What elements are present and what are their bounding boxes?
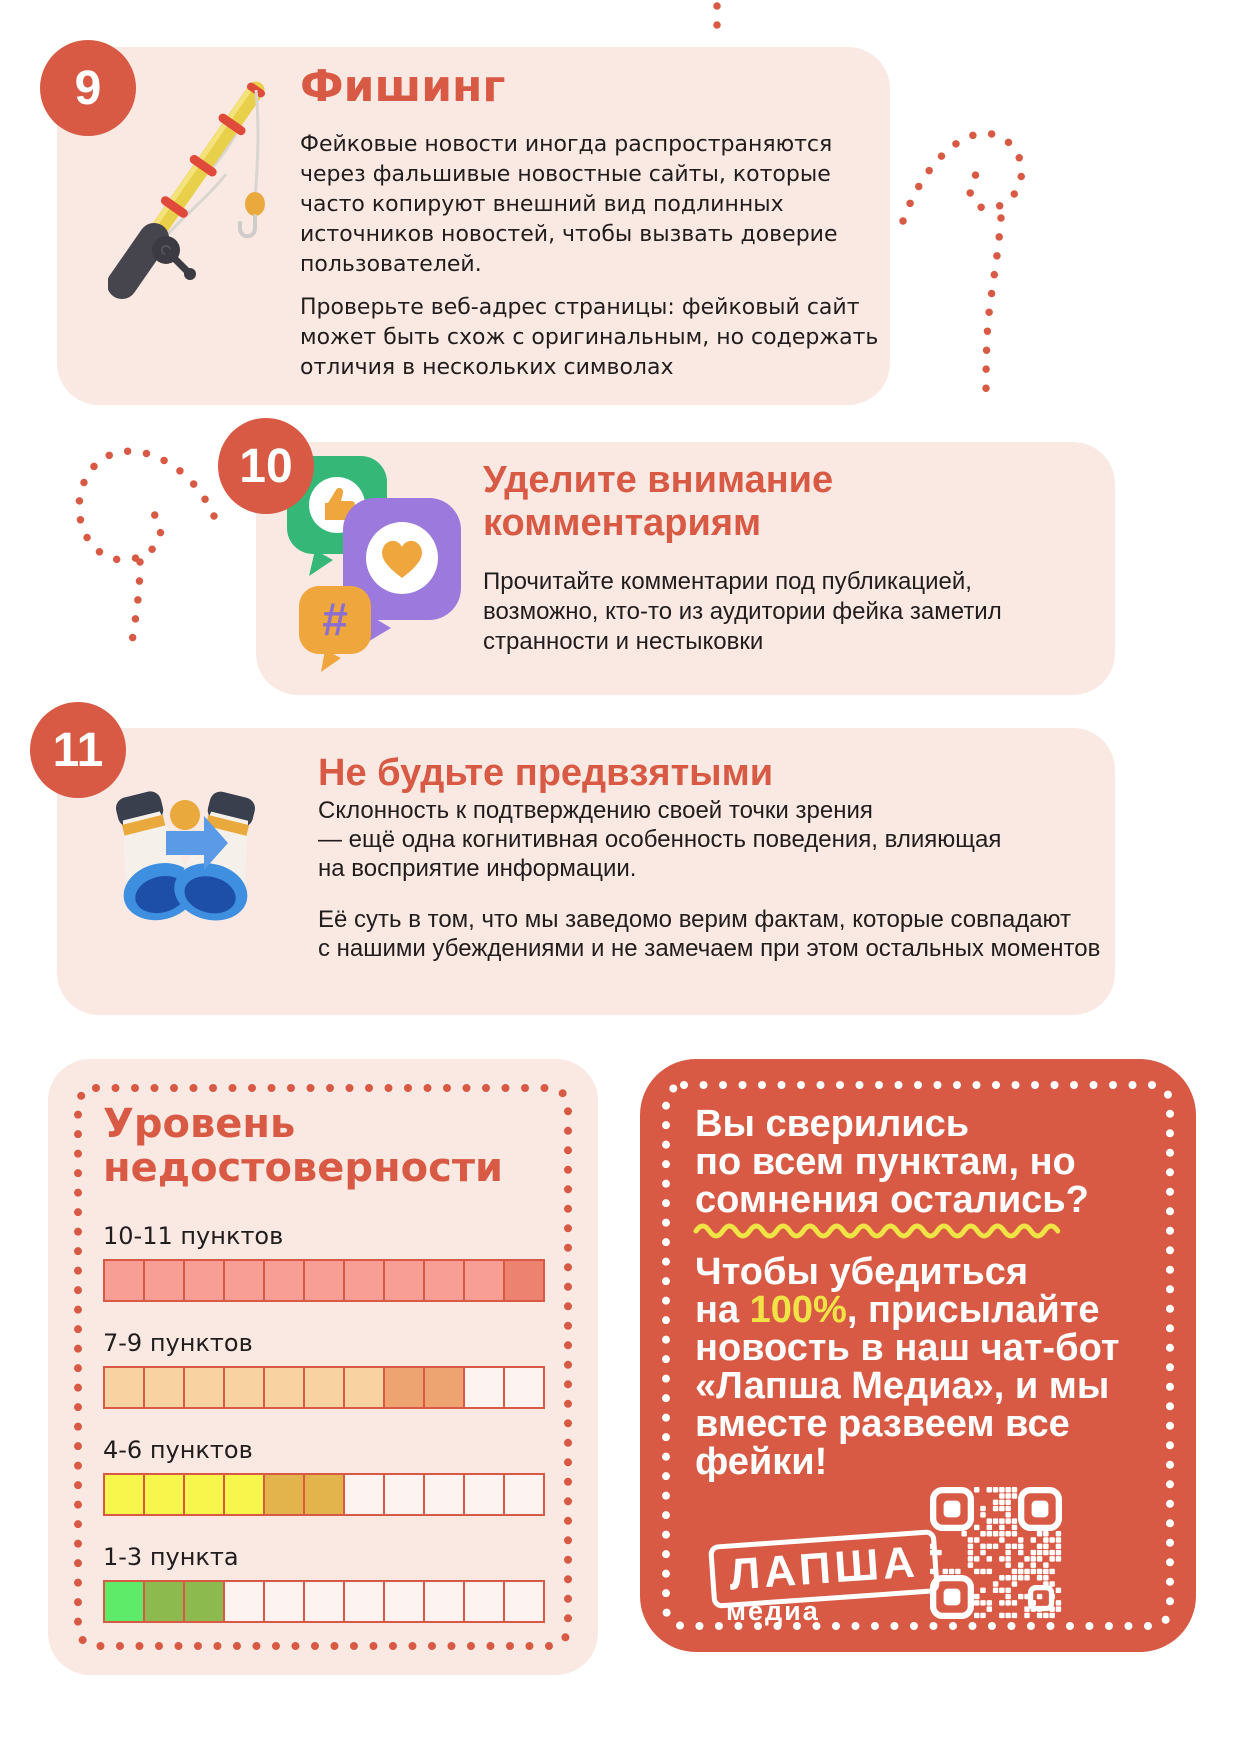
level-row-label: 10-11 пунктов	[103, 1222, 284, 1250]
cta-highlight-100: 100%	[749, 1289, 847, 1331]
level-cell	[343, 1259, 385, 1302]
section-10-title: Уделите внимание комментариям	[483, 459, 834, 544]
section-10-badge: 10	[218, 418, 314, 514]
level-cell	[143, 1366, 185, 1409]
level-bar	[103, 1473, 545, 1516]
level-bar	[103, 1580, 545, 1623]
level-cell	[263, 1259, 305, 1302]
level-cell	[263, 1580, 305, 1623]
level-cell	[143, 1259, 185, 1302]
section-11-number: 11	[52, 723, 104, 777]
level-cell	[223, 1580, 265, 1623]
level-cell	[143, 1580, 185, 1623]
level-cell	[103, 1580, 145, 1623]
level-cell	[183, 1366, 225, 1409]
section-9-paragraph-1: Фейковые новости иногда распространяются…	[300, 132, 838, 277]
level-rows: 10-11 пунктов 7-9 пунктов 4-6 пунктов 1-3 п…	[103, 1222, 545, 1650]
cta-body-line-1: Чтобы убедиться	[695, 1251, 1029, 1293]
unreliability-level-panel: Уровень недостоверности 10-11 пунктов 7-9 …	[48, 1059, 598, 1675]
section-10-number: 10	[239, 439, 293, 493]
level-cell	[423, 1580, 465, 1623]
section-11-paragraph-2: Её суть в том, что мы заведомо верим фак…	[318, 906, 1101, 962]
cta-body-rest: новость в наш чат-бот «Лапша Медиа», и мы…	[695, 1327, 1120, 1483]
level-cell	[223, 1366, 265, 1409]
cta-body-line-2: на 100%, присылайте	[695, 1289, 1100, 1331]
level-cell	[303, 1473, 345, 1516]
level-cell	[183, 1259, 225, 1302]
section-9-card	[57, 47, 890, 405]
level-row: 1-3 пункта	[103, 1543, 545, 1623]
level-cell	[503, 1259, 545, 1302]
section-11-title: Не будьте предвзятыми	[318, 752, 774, 794]
cta-panel: Вы сверились по всем пунктам, но сомнения …	[640, 1059, 1196, 1652]
level-bar	[103, 1259, 545, 1302]
level-cell	[263, 1473, 305, 1516]
logo-subtitle: медиа	[726, 1596, 820, 1626]
level-cell	[183, 1580, 225, 1623]
level-row-label: 4-6 пунктов	[103, 1436, 253, 1464]
wavy-underline	[693, 1223, 1061, 1239]
section-9-number: 9	[74, 61, 102, 115]
level-cell	[423, 1473, 465, 1516]
level-cell	[303, 1366, 345, 1409]
level-cell	[103, 1259, 145, 1302]
fishing-rod-icon	[108, 81, 265, 299]
section-9-paragraph-2: Проверьте веб-адрес страницы: фейковый с…	[300, 295, 879, 380]
level-cell	[503, 1473, 545, 1516]
level-cell	[343, 1473, 385, 1516]
level-cell	[383, 1259, 425, 1302]
qr-code-icon	[930, 1487, 1062, 1619]
level-row-label: 7-9 пунктов	[103, 1329, 253, 1357]
section-9-title: Фишинг	[300, 61, 506, 112]
level-row-label: 1-3 пункта	[103, 1543, 239, 1571]
svg-text:#: #	[322, 593, 348, 645]
social-comment-bubbles-icon: #	[287, 456, 461, 672]
section-11-paragraph-1: Склонность к подтверждению своей точки з…	[318, 797, 1002, 882]
level-cell	[183, 1473, 225, 1516]
level-row: 10-11 пунктов	[103, 1222, 545, 1302]
section-9-badge: 9	[40, 40, 136, 136]
level-cell	[383, 1580, 425, 1623]
level-cell	[463, 1473, 505, 1516]
level-cell	[383, 1473, 425, 1516]
cta-heading: Вы сверились по всем пунктам, но сомнения …	[695, 1103, 1089, 1221]
level-panel-title: Уровень недостоверности	[103, 1101, 504, 1191]
level-cell	[303, 1580, 345, 1623]
cta-body: Чтобы убедиться на 100%, присылайте ново…	[695, 1253, 1119, 1481]
level-cell	[103, 1473, 145, 1516]
binoculars-icon	[115, 791, 255, 921]
level-cell	[503, 1580, 545, 1623]
level-cell	[503, 1366, 545, 1409]
level-cell	[343, 1580, 385, 1623]
level-bar	[103, 1366, 545, 1409]
section-10-body: Прочитайте комментарии под публикацией, в…	[483, 568, 1002, 655]
level-cell	[223, 1473, 265, 1516]
level-row: 7-9 пунктов	[103, 1329, 545, 1409]
section-11-badge: 11	[30, 702, 126, 798]
level-cell	[383, 1366, 425, 1409]
level-cell	[103, 1366, 145, 1409]
logo-name: ЛАПША	[727, 1537, 921, 1600]
level-cell	[423, 1366, 465, 1409]
level-cell	[463, 1366, 505, 1409]
level-cell	[463, 1580, 505, 1623]
level-row: 4-6 пунктов	[103, 1436, 545, 1516]
level-cell	[303, 1259, 345, 1302]
level-cell	[263, 1366, 305, 1409]
level-cell	[223, 1259, 265, 1302]
level-cell	[463, 1259, 505, 1302]
level-cell	[143, 1473, 185, 1516]
level-cell	[343, 1366, 385, 1409]
level-cell	[423, 1259, 465, 1302]
